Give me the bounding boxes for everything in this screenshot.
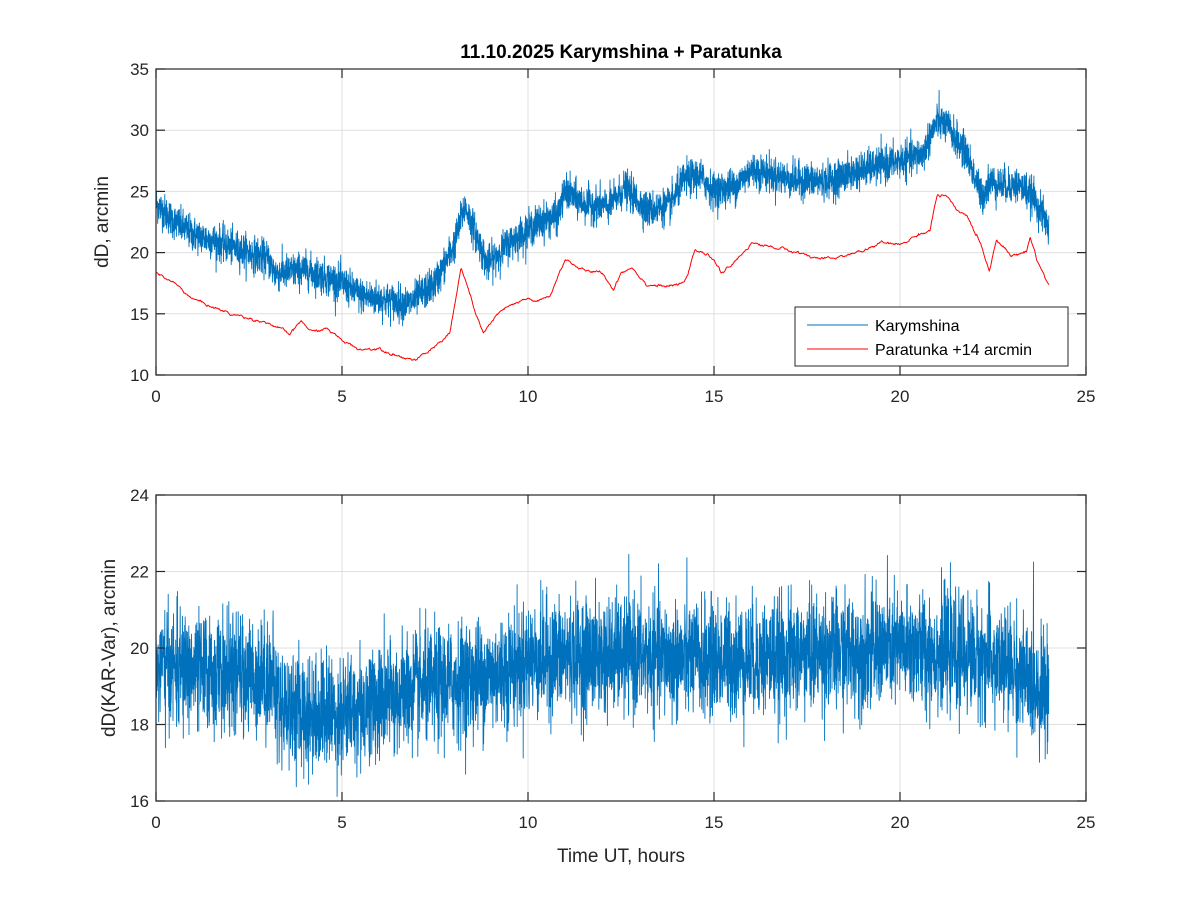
x-tick-label: 10 <box>519 813 538 832</box>
series-line-paratunka-14-arcmin <box>155 194 1050 361</box>
legend-box <box>794 306 1069 367</box>
top-series-lines <box>155 89 1050 361</box>
top-chart-title: 11.10.2025 Karymshina + Paratunka <box>460 42 782 63</box>
top-ticks: 0 5 10 15 20 25 10 15 20 25 30 35 <box>130 60 1095 406</box>
x-tick-label: 0 <box>151 387 160 406</box>
y-tick-label: 25 <box>130 182 149 201</box>
bottom-series-lines <box>155 553 1050 797</box>
y-tick-label: 10 <box>130 366 149 385</box>
x-tick-label: 5 <box>337 387 346 406</box>
y-tick-label: 20 <box>130 639 149 658</box>
x-tick-label: 25 <box>1077 387 1096 406</box>
y-tick-label: 24 <box>130 486 149 505</box>
x-tick-label: 15 <box>705 813 724 832</box>
top-y-axis-label: dD, arcmin <box>92 176 113 268</box>
x-tick-label: 5 <box>337 813 346 832</box>
top-axes: 0 5 10 15 20 25 10 15 20 25 30 35 11.10.2025 Karyms… <box>92 42 1095 406</box>
x-tick-label: 20 <box>891 387 910 406</box>
y-tick-label: 30 <box>130 121 149 140</box>
y-tick-label: 18 <box>130 716 149 735</box>
bottom-x-axis-label: Time UT, hours <box>557 846 685 867</box>
x-tick-label: 20 <box>891 813 910 832</box>
bottom-y-axis-label: dD(KAR-Var), arcmin <box>99 559 120 737</box>
bottom-axes: 0 5 10 15 20 25 16 18 20 22 24 Time UT, hours dD(K… <box>99 486 1095 867</box>
legend-label-paratunka: Paratunka +14 arcmin <box>875 342 1032 359</box>
x-tick-label: 25 <box>1077 813 1096 832</box>
y-tick-label: 35 <box>130 60 149 79</box>
y-tick-label: 15 <box>130 305 149 324</box>
y-tick-label: 22 <box>130 563 149 582</box>
x-tick-label: 10 <box>519 387 538 406</box>
y-tick-label: 16 <box>130 792 149 811</box>
top-axes-box <box>155 68 1087 376</box>
series-line-dd-kar-var <box>155 553 1050 797</box>
legend: Karymshina Paratunka +14 arcmin <box>794 306 1069 367</box>
series-line-karymshina <box>155 89 1050 327</box>
bottom-ticks: 0 5 10 15 20 25 16 18 20 22 24 <box>130 486 1095 832</box>
x-tick-label: 0 <box>151 813 160 832</box>
y-tick-label: 20 <box>130 244 149 263</box>
x-tick-label: 15 <box>705 387 724 406</box>
legend-label-karymshina: Karymshina <box>875 318 960 335</box>
